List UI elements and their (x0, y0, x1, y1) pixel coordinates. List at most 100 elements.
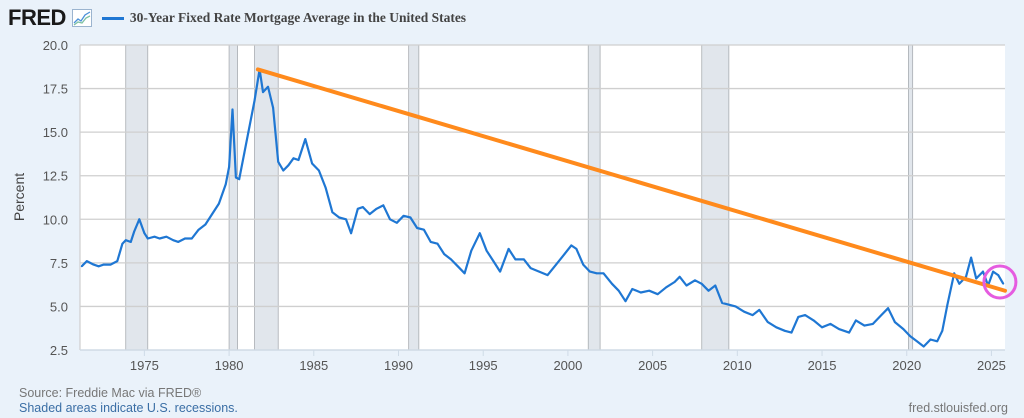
data-point (685, 284, 688, 287)
data-point (356, 207, 359, 210)
data-point (124, 239, 127, 242)
trend-chart-icon (71, 9, 92, 27)
x-tick-label: 1975 (130, 358, 159, 373)
data-point (158, 237, 161, 240)
data-point (253, 99, 256, 102)
data-point (129, 241, 132, 243)
data-point (909, 335, 912, 337)
data-point (775, 326, 778, 329)
data-point (602, 272, 605, 275)
data-point (143, 232, 146, 235)
data-point (570, 244, 573, 247)
data-point (575, 248, 578, 250)
data-point (470, 249, 473, 252)
data-point (838, 328, 840, 330)
data-point (880, 314, 883, 317)
data-point (338, 216, 341, 219)
recession-band (908, 44, 914, 351)
fred-logo[interactable]: FRED (8, 5, 66, 30)
data-point (804, 314, 806, 317)
x-tick-label: 2010 (723, 358, 752, 373)
data-point (311, 162, 313, 165)
data-point (700, 282, 703, 285)
data-point (456, 265, 459, 268)
data-point (639, 291, 642, 294)
series-line (80, 68, 1005, 348)
data-point (499, 270, 502, 273)
data-point (102, 263, 105, 266)
data-point (304, 138, 307, 141)
data-point (80, 265, 83, 268)
data-point (485, 249, 488, 252)
series-lines (80, 68, 1005, 348)
data-point (416, 227, 419, 229)
data-point (992, 270, 995, 273)
data-point (231, 108, 234, 111)
data-point (350, 232, 352, 235)
data-point (282, 169, 285, 172)
x-tick-label: 2005 (638, 358, 667, 373)
data-point (887, 307, 890, 310)
data-point (863, 324, 866, 327)
data-point (783, 329, 786, 332)
x-tick-label: 1980 (215, 358, 244, 373)
data-point (165, 235, 168, 238)
data-point (997, 274, 1000, 276)
site-link[interactable]: fred.stlouisfed.org (908, 401, 1008, 415)
data-point (292, 157, 295, 160)
recession-band (408, 44, 420, 351)
recession-band (125, 44, 149, 351)
legend-line-swatch (101, 16, 124, 20)
data-point (829, 322, 832, 325)
data-point (324, 187, 327, 189)
data-point (297, 159, 300, 161)
data-point (287, 164, 290, 167)
data-point (368, 213, 371, 215)
data-point (958, 282, 961, 285)
y-tick-label: 17.5 (43, 82, 68, 97)
data-point (267, 85, 269, 88)
data-point (211, 213, 214, 215)
source-note: Source: Freddie Mac via FRED® (19, 386, 202, 400)
data-point (546, 274, 549, 276)
data-point (443, 253, 446, 256)
plot-background (80, 45, 1005, 350)
data-point (492, 260, 495, 263)
y-tick-label: 10.0 (43, 212, 68, 227)
recession-band (254, 44, 279, 351)
data-point (478, 232, 481, 235)
data-point (395, 221, 398, 224)
data-point (204, 223, 207, 226)
x-tick-label: 2020 (892, 358, 921, 373)
data-point (797, 315, 800, 318)
data-point (190, 237, 193, 240)
x-tick-label: 2000 (553, 358, 582, 373)
data-point (624, 300, 627, 303)
data-point (262, 91, 264, 93)
data-point (982, 270, 984, 273)
data-point (331, 211, 334, 214)
data-point (277, 160, 280, 163)
data-point (714, 284, 717, 287)
data-point (197, 228, 200, 231)
data-point (946, 303, 949, 306)
data-point (450, 258, 452, 261)
recession-note[interactable]: Shaded areas indicate U.S. recessions. (19, 401, 238, 415)
chart-title: 30-Year Fixed Rate Mortgage Average in t… (129, 10, 467, 25)
y-tick-label: 15.0 (43, 125, 68, 140)
data-point (133, 230, 136, 233)
data-point (423, 228, 425, 231)
data-point (218, 202, 220, 205)
data-point (743, 310, 746, 313)
data-point (758, 309, 761, 311)
data-point (362, 206, 364, 208)
y-tick-label: 5.0 (50, 299, 68, 314)
data-point (727, 303, 730, 306)
data-point (529, 267, 532, 269)
data-point (721, 302, 723, 304)
data-point (1002, 282, 1005, 285)
recession-band (228, 44, 238, 351)
data-point (172, 239, 175, 242)
footer-notes: Source: Freddie Mac via FRED® Shaded are… (19, 386, 238, 416)
